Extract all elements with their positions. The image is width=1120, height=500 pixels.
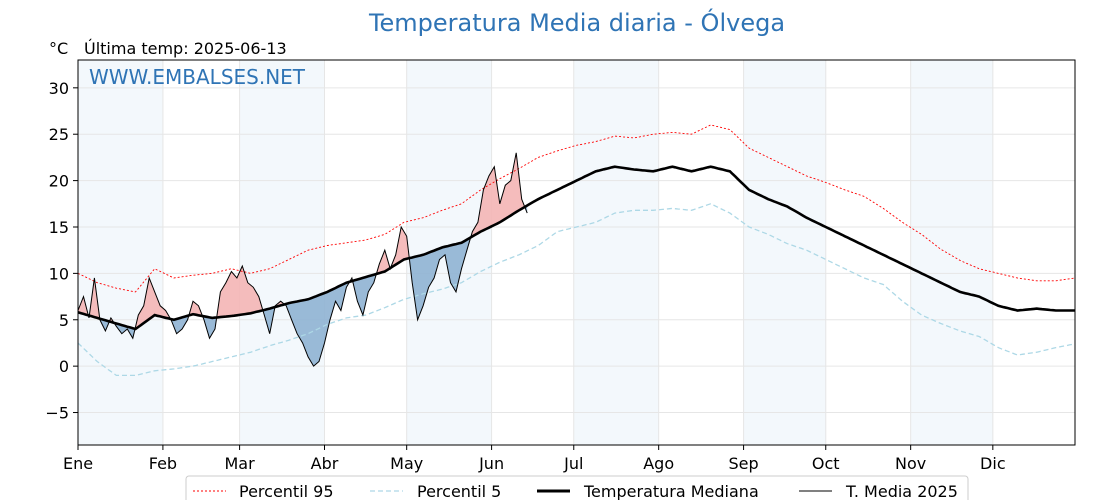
y-tick-label: 5 — [59, 311, 69, 330]
below-median-fill — [262, 307, 275, 334]
x-tick-label: Dic — [980, 454, 1006, 473]
x-tick-label: Oct — [812, 454, 840, 473]
series-median — [77, 165, 1075, 331]
plot-frame — [77, 59, 1076, 446]
y-tick-label: 25 — [49, 125, 69, 144]
x-tick-label: Abr — [311, 454, 339, 473]
above-median-fill — [78, 296, 89, 316]
legend-label-median: Temperatura Mediana — [583, 482, 759, 500]
x-tick-label: Mar — [225, 454, 256, 473]
above-median-fill — [470, 152, 525, 238]
legend-label-p5: Percentil 5 — [417, 482, 501, 500]
legend-label-t2025: T. Media 2025 — [845, 482, 958, 500]
x-tick-label: Ene — [63, 454, 93, 473]
below-median-fill — [284, 281, 350, 367]
below-median-fill — [352, 273, 377, 316]
above-median-fill — [89, 278, 100, 319]
y-axis: −5 0 5 10 15 20 25 30 — [45, 79, 78, 423]
below-median-fill — [202, 315, 217, 339]
y-tick-label: 0 — [59, 357, 69, 376]
month-band — [573, 60, 659, 445]
series-lines — [77, 124, 1076, 377]
x-tick-label: Ago — [643, 454, 674, 473]
y-tick-label: 20 — [49, 172, 69, 191]
month-shading-bands — [78, 60, 993, 445]
month-band — [910, 60, 993, 445]
chart-title: Temperatura Media diaria - Ólvega — [368, 7, 785, 37]
x-tick-label: Jun — [478, 454, 504, 473]
x-tick-label: Nov — [895, 454, 926, 473]
x-axis: Ene Feb Mar Abr May Jun Jul Ago Sep Oct Nov Dic — [63, 445, 1006, 473]
month-band — [78, 60, 163, 445]
month-band — [239, 60, 325, 445]
series-p5 — [77, 203, 1076, 377]
x-tick-label: Sep — [729, 454, 759, 473]
legend-box — [185, 475, 969, 500]
watermark: WWW.EMBALSES.NET — [89, 65, 306, 89]
y-tick-label: 30 — [49, 79, 69, 98]
y-tick-label: 10 — [49, 264, 69, 283]
below-median-fill — [114, 322, 136, 339]
series-p95 — [77, 124, 1076, 293]
above-median-fill — [376, 250, 391, 274]
legend-label-p95: Percentil 95 — [239, 482, 334, 500]
x-tick-label: Jul — [563, 454, 583, 473]
x-tick-label: Feb — [149, 454, 177, 473]
above-median-fill — [390, 227, 410, 269]
x-tick-label: May — [390, 454, 423, 473]
y-tick-label: −5 — [45, 404, 69, 423]
y-tick-label: 15 — [49, 218, 69, 237]
unit-label: °C — [49, 39, 68, 58]
legend: Percentil 95 Percentil 5 Temperatura Med… — [185, 475, 969, 500]
month-band — [743, 60, 826, 445]
series-t2025 — [77, 152, 528, 367]
last-update-label: Última temp: 2025-06-13 — [84, 39, 287, 58]
